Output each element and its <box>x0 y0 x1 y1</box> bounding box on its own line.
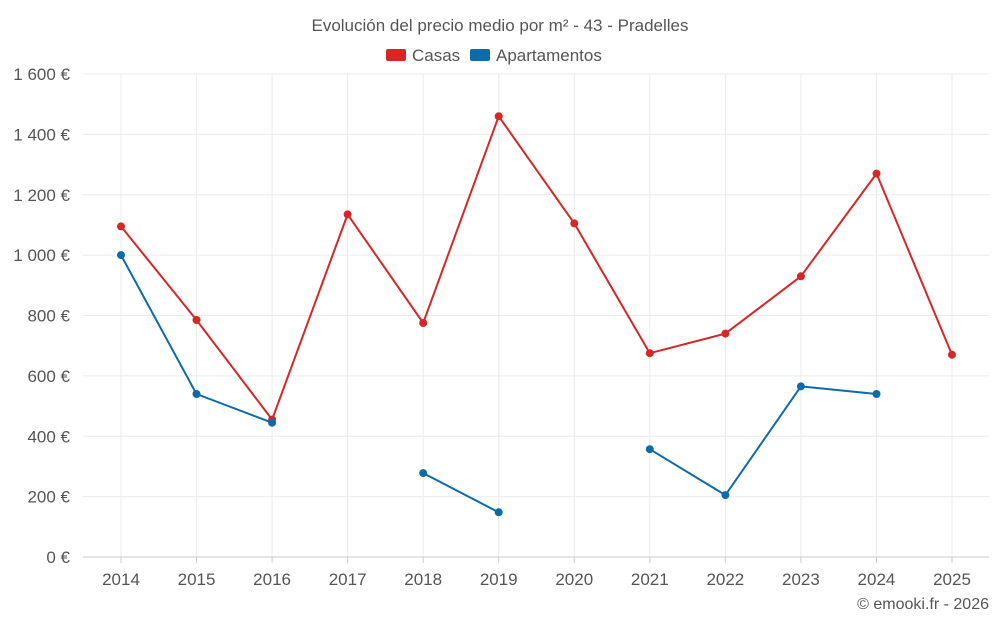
x-tick-label: 2016 <box>253 570 291 589</box>
x-tick-label: 2021 <box>631 570 669 589</box>
y-tick-label: 800 € <box>27 307 70 326</box>
data-point-apartamentos[interactable] <box>796 382 805 391</box>
legend-label-apartamentos: Apartamentos <box>496 46 602 65</box>
y-tick-label: 1 400 € <box>13 125 70 144</box>
legend-label-casas: Casas <box>412 46 460 65</box>
data-point-casas[interactable] <box>872 169 881 178</box>
series-line-apartamentos <box>422 472 500 514</box>
legend: Casas Apartamentos <box>386 46 602 65</box>
y-tick-label: 1 200 € <box>13 186 70 205</box>
data-point-apartamentos[interactable] <box>268 418 277 427</box>
data-point-apartamentos[interactable] <box>117 251 125 260</box>
y-tick-label: 200 € <box>27 488 70 507</box>
x-tick-label: 2014 <box>102 570 140 589</box>
x-tick-label: 2018 <box>404 570 442 589</box>
x-tick-label: 2020 <box>555 570 593 589</box>
data-point-casas[interactable] <box>796 272 805 281</box>
x-tick-label: 2024 <box>858 570 896 589</box>
x-tick-label: 2015 <box>178 570 216 589</box>
data-point-casas[interactable] <box>343 210 352 219</box>
series-line-casas <box>120 115 953 421</box>
legend-item-apartamentos[interactable]: Apartamentos <box>470 46 602 65</box>
data-point-casas[interactable] <box>948 350 956 359</box>
series-line-apartamentos <box>649 385 877 497</box>
x-tick-label: 2019 <box>480 570 518 589</box>
data-point-casas[interactable] <box>570 219 579 228</box>
data-point-casas[interactable] <box>192 316 201 324</box>
x-tick-label: 2023 <box>782 570 820 589</box>
data-point-casas[interactable] <box>419 319 428 327</box>
data-point-apartamentos[interactable] <box>721 491 730 500</box>
data-point-casas[interactable] <box>494 112 503 121</box>
data-point-casas[interactable] <box>117 222 125 231</box>
chart-title: Evolución del precio medio por m² - 43 -… <box>311 16 688 35</box>
grid <box>83 73 989 557</box>
y-tick-label: 0 € <box>46 548 70 567</box>
x-tick-label: 2017 <box>329 570 367 589</box>
y-tick-label: 400 € <box>27 427 70 446</box>
data-point-casas[interactable] <box>721 329 730 338</box>
data-point-casas[interactable] <box>645 349 654 358</box>
x-tick-label: 2022 <box>706 570 744 589</box>
x-tick-label: 2025 <box>933 570 971 589</box>
legend-swatch-apartamentos <box>470 49 490 61</box>
axes: 0 € 200 € 400 € 600 € 800 € 1 000 € 1 200 € 1 4… <box>13 65 989 589</box>
y-tick-label: 1 000 € <box>13 246 70 265</box>
data-point-apartamentos[interactable] <box>872 390 881 398</box>
legend-item-casas[interactable]: Casas <box>386 46 460 65</box>
data-point-apartamentos[interactable] <box>419 469 428 478</box>
data-point-apartamentos[interactable] <box>645 445 654 454</box>
y-tick-label: 1 600 € <box>13 65 70 84</box>
data-point-apartamentos[interactable] <box>494 508 503 517</box>
series <box>117 112 956 517</box>
data-point-apartamentos[interactable] <box>192 390 201 398</box>
credit-text: © emooki.fr - 2026 <box>857 596 989 613</box>
y-tick-label: 600 € <box>27 367 70 386</box>
legend-swatch-casas <box>386 49 406 61</box>
